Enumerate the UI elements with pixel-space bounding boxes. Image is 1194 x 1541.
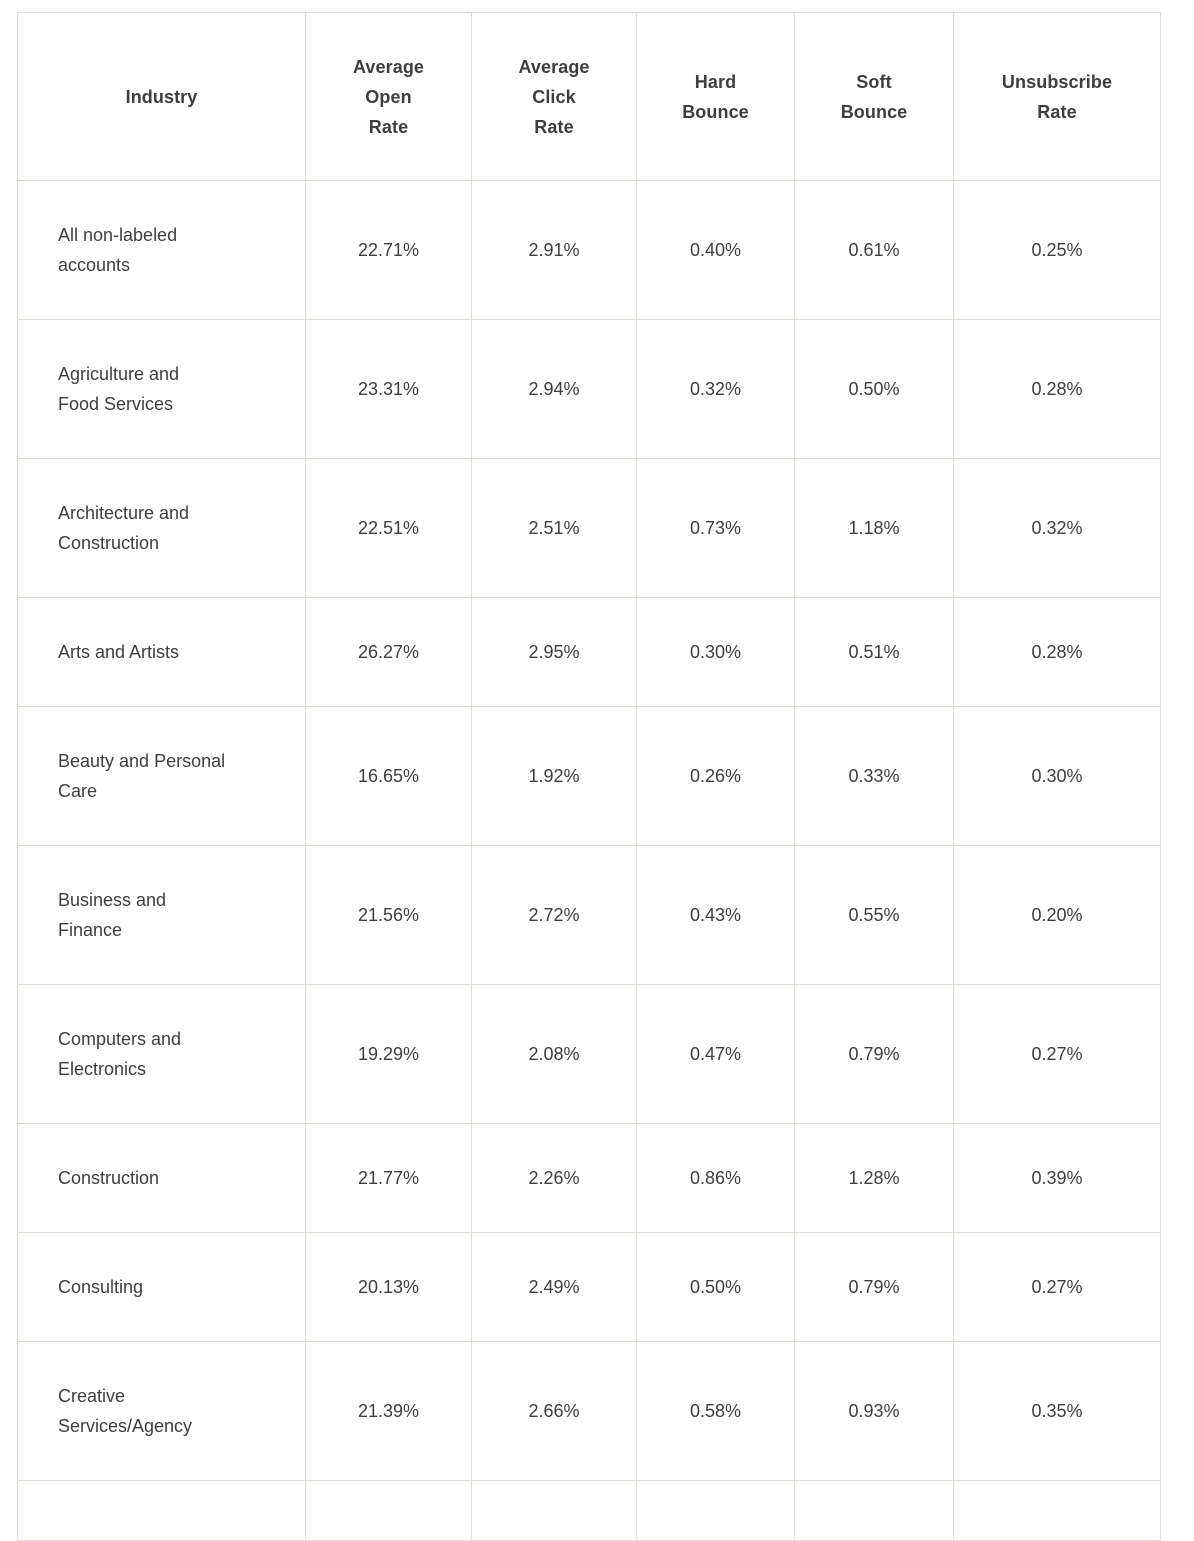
unsubscribe-rate-cell: 0.32% [953, 458, 1161, 598]
industry-cell: Agriculture and Food Services [17, 319, 306, 459]
hard-bounce-cell [636, 1480, 795, 1541]
hard-bounce-cell: 0.47% [636, 984, 795, 1124]
industry-cell: Business and Finance [17, 845, 306, 985]
unsubscribe-rate-cell: 0.27% [953, 984, 1161, 1124]
open-rate-cell: 21.77% [305, 1123, 472, 1233]
click-rate-cell: 2.49% [471, 1232, 637, 1342]
soft-bounce-cell: 0.50% [794, 319, 954, 459]
column-header-click-rate: Average Click Rate [471, 12, 637, 181]
column-header-industry: Industry [17, 12, 306, 181]
soft-bounce-cell: 0.79% [794, 1232, 954, 1342]
industry-benchmarks-table-container: Industry Average Open Rate Average Click… [17, 12, 1161, 1541]
click-rate-cell: 2.51% [471, 458, 637, 598]
click-rate-cell: 1.92% [471, 706, 637, 846]
click-rate-cell: 2.72% [471, 845, 637, 985]
open-rate-cell: 21.56% [305, 845, 472, 985]
soft-bounce-cell [794, 1480, 954, 1541]
industry-cell: Construction [17, 1123, 306, 1233]
open-rate-cell: 23.31% [305, 319, 472, 459]
hard-bounce-cell: 0.32% [636, 319, 795, 459]
hard-bounce-cell: 0.73% [636, 458, 795, 598]
table-row: Beauty and Personal Care 16.65% 1.92% 0.… [17, 706, 1161, 846]
unsubscribe-rate-cell: 0.20% [953, 845, 1161, 985]
open-rate-cell: 21.39% [305, 1341, 472, 1481]
industry-benchmarks-table: Industry Average Open Rate Average Click… [17, 12, 1161, 1541]
open-rate-cell: 20.13% [305, 1232, 472, 1342]
table-row: Computers and Electronics 19.29% 2.08% 0… [17, 984, 1161, 1124]
column-header-hard-bounce: Hard Bounce [636, 12, 795, 181]
table-row: Architecture and Construction 22.51% 2.5… [17, 458, 1161, 598]
industry-cell: Consulting [17, 1232, 306, 1342]
table-row-partial [17, 1480, 1161, 1541]
open-rate-cell [305, 1480, 472, 1541]
table-row: All non-labeled accounts 22.71% 2.91% 0.… [17, 180, 1161, 320]
click-rate-cell: 2.66% [471, 1341, 637, 1481]
open-rate-cell: 22.71% [305, 180, 472, 320]
soft-bounce-cell: 0.51% [794, 597, 954, 707]
soft-bounce-cell: 0.79% [794, 984, 954, 1124]
open-rate-cell: 19.29% [305, 984, 472, 1124]
industry-cell: Creative Services/Agency [17, 1341, 306, 1481]
click-rate-cell: 2.91% [471, 180, 637, 320]
open-rate-cell: 26.27% [305, 597, 472, 707]
industry-cell: Architecture and Construction [17, 458, 306, 598]
hard-bounce-cell: 0.43% [636, 845, 795, 985]
column-header-unsubscribe-rate: Unsubscribe Rate [953, 12, 1161, 181]
soft-bounce-cell: 1.28% [794, 1123, 954, 1233]
soft-bounce-cell: 0.33% [794, 706, 954, 846]
table-row: Consulting 20.13% 2.49% 0.50% 0.79% 0.27… [17, 1232, 1161, 1342]
industry-cell [17, 1480, 306, 1541]
unsubscribe-rate-cell: 0.39% [953, 1123, 1161, 1233]
hard-bounce-cell: 0.26% [636, 706, 795, 846]
table-header-row: Industry Average Open Rate Average Click… [17, 12, 1161, 181]
unsubscribe-rate-cell: 0.25% [953, 180, 1161, 320]
click-rate-cell: 2.26% [471, 1123, 637, 1233]
industry-cell: Computers and Electronics [17, 984, 306, 1124]
hard-bounce-cell: 0.86% [636, 1123, 795, 1233]
open-rate-cell: 16.65% [305, 706, 472, 846]
industry-cell: Arts and Artists [17, 597, 306, 707]
hard-bounce-cell: 0.50% [636, 1232, 795, 1342]
click-rate-cell [471, 1480, 637, 1541]
unsubscribe-rate-cell: 0.28% [953, 597, 1161, 707]
column-header-soft-bounce: Soft Bounce [794, 12, 954, 181]
click-rate-cell: 2.08% [471, 984, 637, 1124]
table-row: Creative Services/Agency 21.39% 2.66% 0.… [17, 1341, 1161, 1481]
click-rate-cell: 2.95% [471, 597, 637, 707]
unsubscribe-rate-cell: 0.28% [953, 319, 1161, 459]
table-row: Arts and Artists 26.27% 2.95% 0.30% 0.51… [17, 597, 1161, 707]
hard-bounce-cell: 0.30% [636, 597, 795, 707]
unsubscribe-rate-cell: 0.27% [953, 1232, 1161, 1342]
soft-bounce-cell: 0.93% [794, 1341, 954, 1481]
column-header-open-rate: Average Open Rate [305, 12, 472, 181]
industry-cell: Beauty and Personal Care [17, 706, 306, 846]
hard-bounce-cell: 0.58% [636, 1341, 795, 1481]
industry-cell: All non-labeled accounts [17, 180, 306, 320]
open-rate-cell: 22.51% [305, 458, 472, 598]
click-rate-cell: 2.94% [471, 319, 637, 459]
table-row: Business and Finance 21.56% 2.72% 0.43% … [17, 845, 1161, 985]
table-row: Construction 21.77% 2.26% 0.86% 1.28% 0.… [17, 1123, 1161, 1233]
table-row: Agriculture and Food Services 23.31% 2.9… [17, 319, 1161, 459]
hard-bounce-cell: 0.40% [636, 180, 795, 320]
unsubscribe-rate-cell: 0.30% [953, 706, 1161, 846]
soft-bounce-cell: 1.18% [794, 458, 954, 598]
unsubscribe-rate-cell: 0.35% [953, 1341, 1161, 1481]
soft-bounce-cell: 0.55% [794, 845, 954, 985]
soft-bounce-cell: 0.61% [794, 180, 954, 320]
unsubscribe-rate-cell [953, 1480, 1161, 1541]
